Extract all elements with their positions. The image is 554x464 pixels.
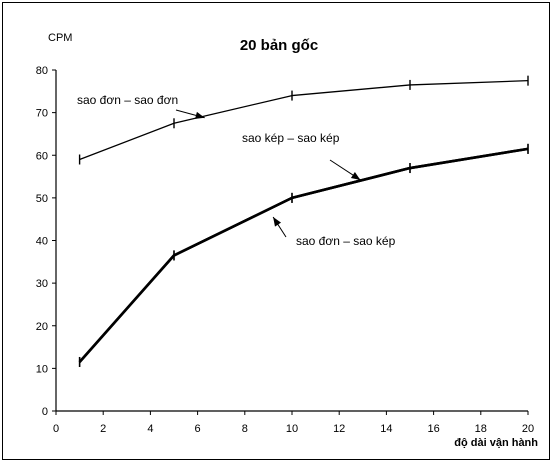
x-axis-label: độ dài vận hành <box>454 437 538 449</box>
annotation-label: sao đơn – sao kép <box>296 234 396 248</box>
x-tick-label: 8 <box>242 423 248 435</box>
y-tick-label: 10 <box>36 363 48 375</box>
x-tick-label: 18 <box>475 423 487 435</box>
y-tick-label: 20 <box>36 321 48 333</box>
annotation-label: sao kép – sao kép <box>242 131 340 145</box>
x-tick-label: 2 <box>100 423 106 435</box>
x-tick-label: 0 <box>53 423 59 435</box>
y-axis-ticks: 0 10 20 30 40 50 60 70 80 <box>36 65 56 418</box>
x-tick-label: 10 <box>286 423 298 435</box>
x-tick-label: 4 <box>147 423 153 435</box>
y-tick-label: 60 <box>36 150 48 162</box>
y-tick-label: 80 <box>36 65 48 77</box>
series-line-3 <box>78 147 529 363</box>
chart-frame <box>2 2 550 460</box>
x-tick-label: 12 <box>333 423 345 435</box>
series-layer <box>78 75 529 367</box>
x-tick-label: 16 <box>427 423 439 435</box>
annotations: sao đơn – sao đơn sao kép – sao kép sao đơ… <box>77 93 396 248</box>
annotation-arrowhead <box>195 111 205 119</box>
annotation-arrowhead <box>350 172 361 180</box>
x-axis-ticks: 0 2 4 6 8 10 12 14 16 18 20 <box>53 411 534 435</box>
y-axis-label: CPM <box>48 32 72 44</box>
y-tick-label: 0 <box>42 406 48 418</box>
chart-title: 20 bản gốc <box>240 37 318 54</box>
x-tick-label: 6 <box>195 423 201 435</box>
series-line-2 <box>78 147 529 363</box>
y-tick-label: 40 <box>36 236 48 248</box>
y-tick-label: 30 <box>36 278 48 290</box>
annotation-arrowhead <box>273 217 282 227</box>
axes <box>55 70 528 412</box>
x-tick-label: 14 <box>380 423 392 435</box>
annotation-label: sao đơn – sao đơn <box>77 93 178 107</box>
y-tick-label: 50 <box>36 193 48 205</box>
x-tick-label: 20 <box>522 423 534 435</box>
y-tick-label: 70 <box>36 108 48 120</box>
